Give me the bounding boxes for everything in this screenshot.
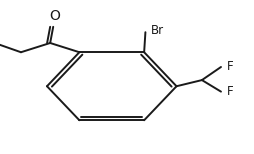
- Text: F: F: [227, 85, 233, 98]
- Text: O: O: [49, 9, 60, 23]
- Text: Br: Br: [150, 24, 164, 37]
- Text: F: F: [227, 61, 233, 73]
